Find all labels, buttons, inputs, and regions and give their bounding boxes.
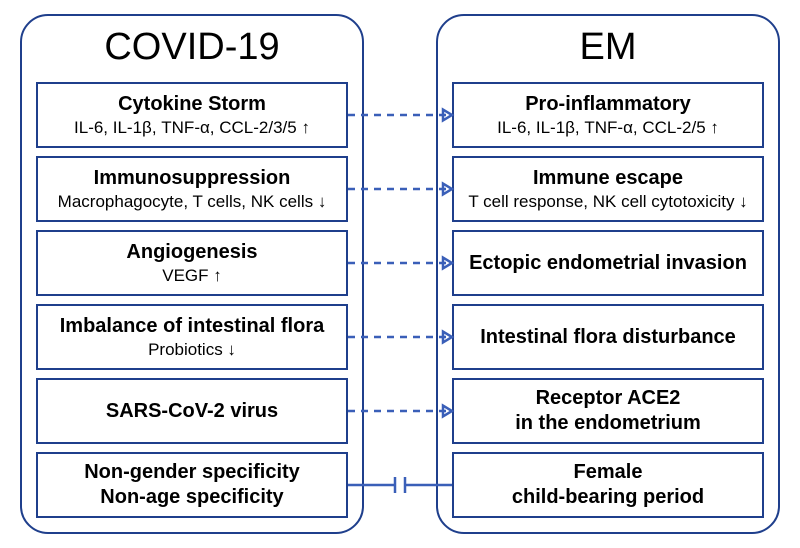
right-box-0-row1: Pro-inflammatory bbox=[525, 93, 691, 116]
left-box-0: Cytokine StormIL-6, IL-1β, TNF-α, CCL-2/… bbox=[36, 82, 348, 148]
right-box-1: Immune escapeT cell response, NK cell cy… bbox=[452, 156, 764, 222]
right-box-0-row2: IL-6, IL-1β, TNF-α, CCL-2/5 ↑ bbox=[497, 118, 719, 138]
left-box-3-row2: Probiotics ↓ bbox=[148, 340, 236, 360]
left-box-0-row2: IL-6, IL-1β, TNF-α, CCL-2/3/5 ↑ bbox=[74, 118, 310, 138]
left-box-4-row1: SARS-CoV-2 virus bbox=[106, 400, 278, 423]
right-box-4-row2: in the endometrium bbox=[515, 412, 701, 435]
right-box-4: Receptor ACE2in the endometrium bbox=[452, 378, 764, 444]
right-box-2-row1: Ectopic endometrial invasion bbox=[469, 252, 747, 275]
diagram-canvas: COVID-19 EM Cytokine StormIL-6, IL-1β, T… bbox=[0, 0, 800, 548]
left-box-5-row1: Non-gender specificity bbox=[84, 461, 300, 484]
left-box-5: Non-gender specificityNon-age specificit… bbox=[36, 452, 348, 518]
left-box-3: Imbalance of intestinal floraProbiotics … bbox=[36, 304, 348, 370]
right-panel-title: EM bbox=[438, 26, 778, 69]
left-box-2-row2: VEGF ↑ bbox=[162, 266, 222, 286]
right-box-1-row1: Immune escape bbox=[533, 167, 683, 190]
left-box-4: SARS-CoV-2 virus bbox=[36, 378, 348, 444]
right-box-4-row1: Receptor ACE2 bbox=[536, 387, 681, 410]
right-box-5-row2: child-bearing period bbox=[512, 486, 704, 509]
left-box-5-row2: Non-age specificity bbox=[100, 486, 283, 509]
left-box-1-row2: Macrophagocyte, T cells, NK cells ↓ bbox=[58, 192, 327, 212]
left-box-2-row1: Angiogenesis bbox=[126, 241, 257, 264]
right-box-3: Intestinal flora disturbance bbox=[452, 304, 764, 370]
left-box-0-row1: Cytokine Storm bbox=[118, 93, 266, 116]
left-box-1-row1: Immunosuppression bbox=[94, 167, 291, 190]
left-box-2: AngiogenesisVEGF ↑ bbox=[36, 230, 348, 296]
left-panel-title: COVID-19 bbox=[22, 26, 362, 69]
right-box-1-row2: T cell response, NK cell cytotoxicity ↓ bbox=[468, 192, 747, 212]
right-box-0: Pro-inflammatoryIL-6, IL-1β, TNF-α, CCL-… bbox=[452, 82, 764, 148]
right-box-3-row1: Intestinal flora disturbance bbox=[480, 326, 736, 349]
left-box-3-row1: Imbalance of intestinal flora bbox=[60, 315, 325, 338]
right-box-5-row1: Female bbox=[574, 461, 643, 484]
left-box-1: ImmunosuppressionMacrophagocyte, T cells… bbox=[36, 156, 348, 222]
right-box-2: Ectopic endometrial invasion bbox=[452, 230, 764, 296]
right-box-5: Femalechild-bearing period bbox=[452, 452, 764, 518]
